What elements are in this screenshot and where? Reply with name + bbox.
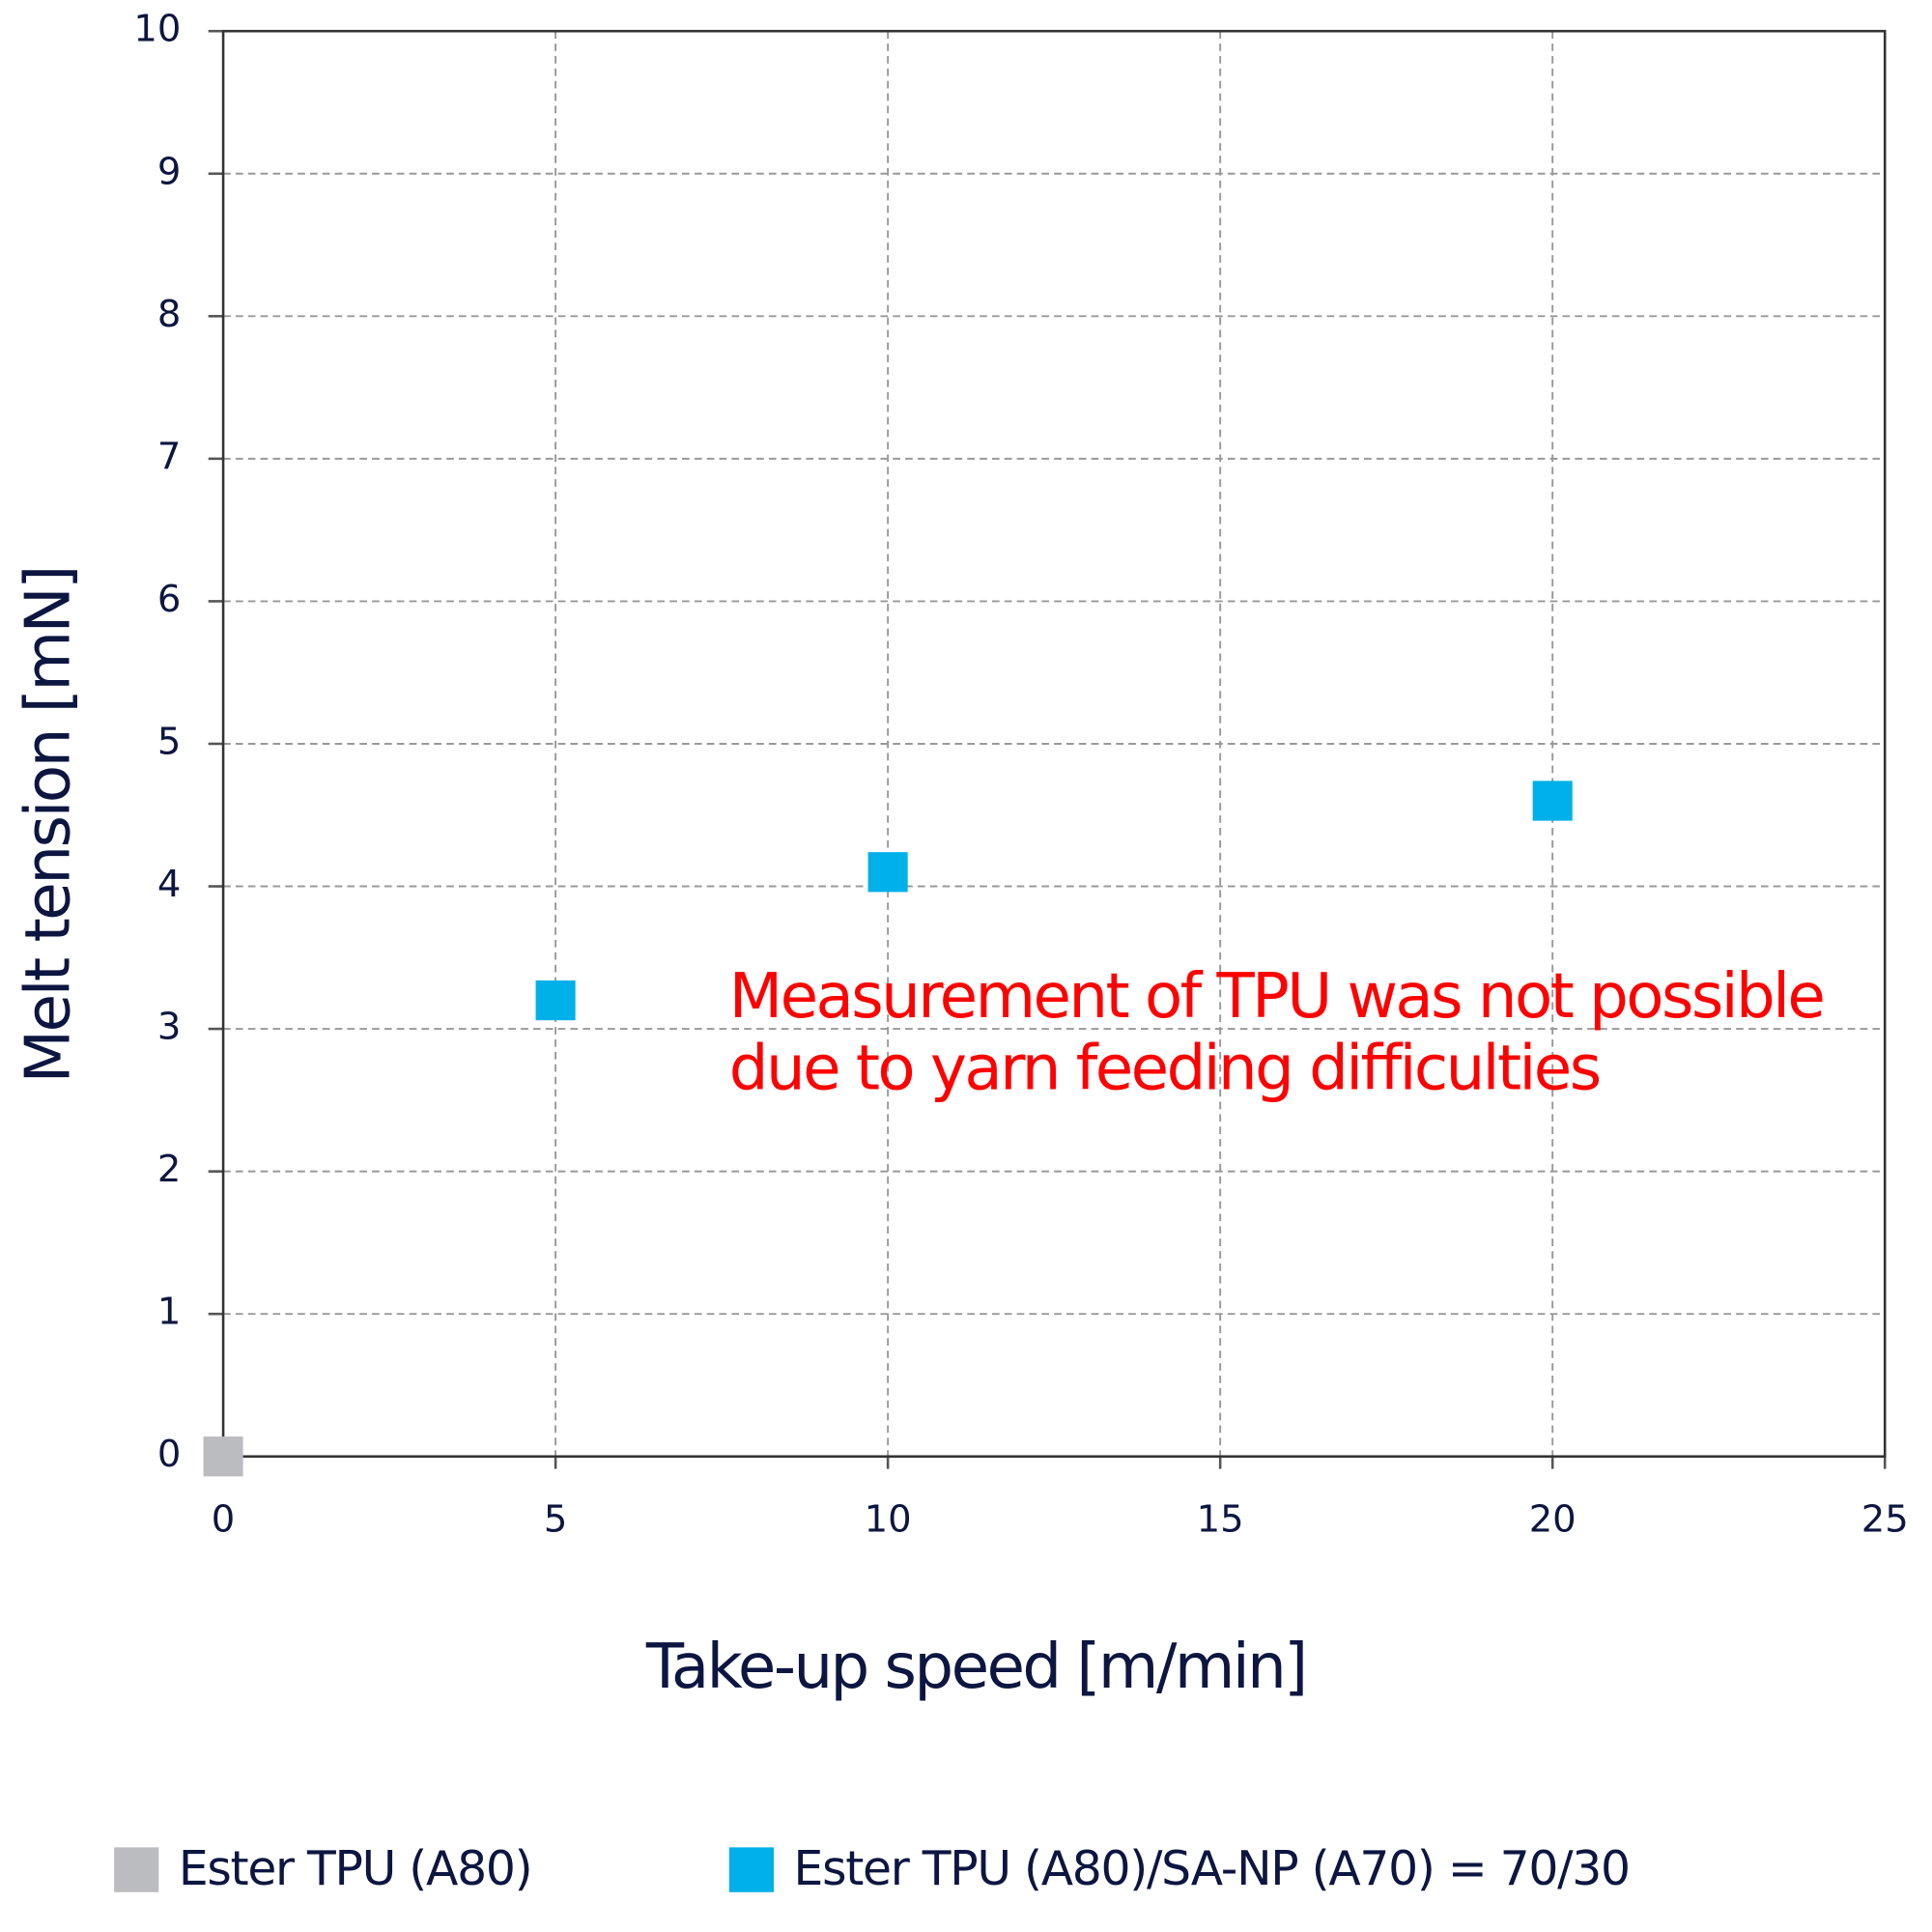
annotation: due to yarn feeding difficulties [729,1032,1600,1104]
x-tick-label: 10 [865,1497,912,1541]
x-tick-label: 20 [1529,1497,1577,1541]
y-tick-label: 2 [157,1148,181,1191]
y-tick-label: 3 [157,1006,181,1049]
legend-label: Ester TPU (A80)/SA-NP (A70) = 70/30 [794,1841,1630,1896]
y-tick-label: 5 [157,720,181,763]
marker [1532,781,1573,821]
y-tick-label: 4 [157,863,181,906]
y-tick-label: 9 [157,150,181,193]
y-tick-label: 6 [157,578,181,621]
legend-swatch [728,1847,775,1892]
x-tick-label: 15 [1197,1497,1244,1541]
x-tick-label: 25 [1861,1497,1909,1541]
marker [203,1436,243,1477]
x-tick-label: 0 [212,1497,235,1541]
y-tick-label: 1 [157,1291,181,1334]
y-tick-label: 10 [133,8,181,51]
legend-label: Ester TPU (A80) [179,1841,531,1896]
y-tick-label: 8 [157,293,181,336]
annotation: Measurement of TPU was not possible [729,960,1824,1033]
x-tick-label: 5 [544,1497,567,1541]
marker [535,980,576,1021]
marker [867,852,908,893]
y-tick-label: 0 [157,1433,181,1476]
legend-swatch [114,1847,159,1892]
plot-frame [221,29,1887,1459]
y-axis-title: Melt tension [mN] [13,567,85,1083]
y-tick-label: 7 [157,435,181,478]
x-axis-title: Take-up speed [m/min] [645,1631,1306,1703]
